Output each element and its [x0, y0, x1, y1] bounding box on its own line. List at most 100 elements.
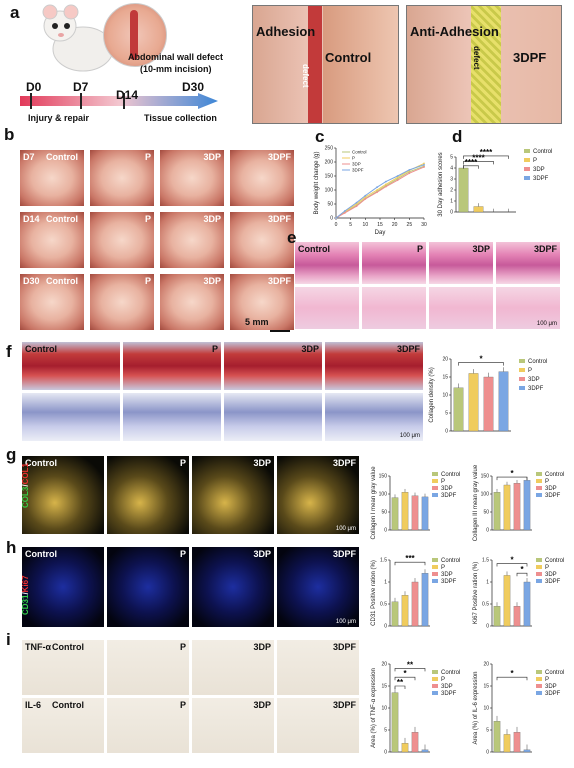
chart-i-tnf: 0 5 10 15 20 Area (%) of TNF-α expression Cont… [371, 660, 460, 756]
bar [523, 749, 531, 753]
panel-label-b: b [4, 125, 15, 144]
adhesion-illustration: Adhesion Control defect [252, 5, 399, 124]
legend-swatch [432, 493, 438, 497]
gross-group-label: P [144, 214, 151, 224]
y-tick-label: 10 [483, 706, 489, 712]
legend-label: P [441, 677, 445, 683]
y-tick-label: 0 [384, 750, 387, 756]
adhesion-title: Adhesion [256, 24, 316, 39]
legend-label: 3DPF [441, 579, 457, 585]
y-tick-label: 1 [450, 199, 453, 205]
legend-swatch [432, 691, 438, 695]
gross-group-label: P [144, 152, 151, 162]
significance-stars: ** [397, 678, 404, 687]
bar [391, 601, 399, 627]
legend-swatch [536, 572, 542, 576]
x-tick-label: 20 [392, 222, 398, 228]
y-tick-label: 0 [384, 528, 387, 534]
chart-f-collagen-density: 0 5 10 15 20 Collagen density (%) Control P 3DP 3… [429, 355, 547, 435]
data-point [343, 210, 346, 212]
gross-tile: 3DPF [230, 274, 294, 330]
data-point [355, 203, 358, 205]
y-tick-label: 5 [384, 728, 387, 734]
gross-group-label: 3DP [203, 152, 221, 162]
y-tick-label: 150 [325, 174, 334, 180]
significance-bracket [516, 572, 528, 577]
legend-swatch [432, 677, 438, 681]
legend-label: 3DP [352, 162, 361, 167]
x-tick-label: 5 [349, 222, 352, 228]
y-axis-title: Area (%) of IL-6 expression [473, 671, 479, 744]
significance-bracket [394, 668, 426, 672]
panel-label-e: e [287, 228, 297, 247]
gross-tile: Control D30 [20, 274, 84, 330]
y-tick-label: 0 [486, 528, 489, 534]
legend-swatch [432, 670, 438, 674]
collagen-if-tile: 3DP [192, 456, 274, 534]
legend-label: Control [545, 472, 564, 478]
y-tick-label: 0 [330, 216, 333, 222]
legend-label: 3DP [441, 684, 453, 690]
gross-group-label: Control [46, 152, 78, 162]
defect-title: Abdominal wall defect [128, 52, 224, 62]
significance-bracket [463, 161, 494, 165]
legend-label: P [528, 368, 532, 374]
data-point [408, 170, 411, 173]
legend-label: 3DP [545, 684, 557, 690]
significance-bracket [458, 362, 504, 366]
x-axis-title: Day [375, 230, 386, 236]
stain-label-g: COL3/COL1 [21, 463, 30, 508]
ihc-tile: 3DP [192, 698, 274, 753]
bar [513, 483, 521, 531]
bar [401, 595, 409, 627]
gross-tile: 3DPF [230, 212, 294, 268]
significance-bracket [496, 676, 528, 681]
y-tick-label: 250 [325, 146, 334, 152]
x-tick-label: 25 [407, 222, 413, 228]
gross-tile: 3DP [160, 274, 224, 330]
he-scale-bar: 100 μm [536, 321, 557, 327]
data-point [423, 166, 425, 168]
he-tile: P [362, 242, 426, 284]
he-tile [295, 287, 359, 329]
significance-stars: **** [472, 153, 485, 162]
bar [411, 581, 419, 627]
y-tick-label: 1.5 [482, 558, 489, 564]
significance-stars: ** [407, 660, 414, 669]
masson-tile [123, 393, 221, 441]
legend-label: P [545, 565, 549, 571]
y-tick-label: 0 [384, 624, 387, 630]
legend-label: P [441, 565, 445, 571]
significance-bracket [394, 685, 406, 689]
panel-label-a: a [10, 3, 20, 22]
masson-tile: 3DPF [325, 342, 423, 390]
y-axis-title: Collagen I mean gray value [371, 466, 377, 540]
y-tick-label: 20 [381, 662, 387, 668]
bar [493, 721, 501, 753]
bar [473, 206, 484, 213]
legend-label: Control [533, 149, 552, 155]
significance-bracket [463, 165, 479, 169]
panel-label-g: g [6, 445, 17, 464]
legend-swatch [432, 479, 438, 483]
gross-row-label: D30 [23, 276, 40, 286]
data-point [408, 172, 411, 175]
legend-swatch [536, 479, 542, 483]
timeline-d30: D30 [182, 80, 205, 94]
cd31-if-scale-bar: 100 μm [335, 619, 356, 625]
legend-swatch [524, 176, 530, 180]
x-tick-label: 0 [335, 222, 338, 228]
data-point [376, 191, 378, 194]
masson-tile [22, 393, 120, 441]
masson-group-label: 3DP [301, 344, 319, 354]
legend-swatch [519, 386, 525, 390]
defect-label-2: defect [472, 46, 481, 70]
gross-group-label: 3DPF [267, 276, 291, 286]
y-tick-label: 5 [486, 728, 489, 734]
legend-label: 3DP [441, 486, 453, 492]
bar [421, 573, 429, 627]
mouse-illustration [38, 4, 118, 74]
gross-group-label: 3DPF [267, 152, 291, 162]
he-tile: 3DP [429, 242, 493, 284]
